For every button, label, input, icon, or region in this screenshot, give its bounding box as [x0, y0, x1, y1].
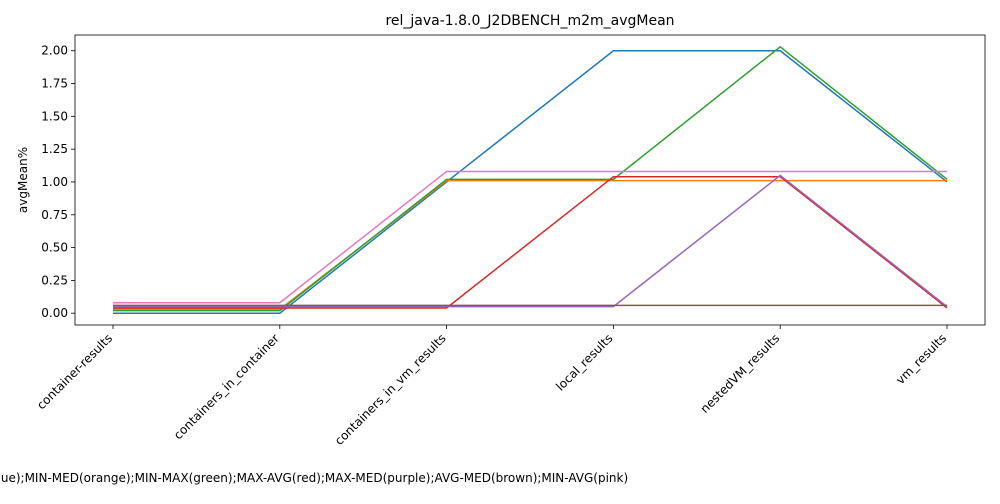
y-tick-label: 0.75 — [41, 208, 68, 222]
y-tick-label: 1.50 — [41, 109, 68, 123]
series-line-2 — [113, 45, 948, 312]
x-axis-label: MAX-MIN(blue);MIN-MED(orange);MIN-MAX(gr… — [0, 471, 628, 485]
y-tick-label: 1.75 — [41, 77, 68, 91]
series-line-1 — [113, 179, 947, 311]
y-tick-label: 1.00 — [41, 175, 68, 189]
y-tick-label: 0.25 — [41, 273, 68, 287]
y-axis-label: avgMean% — [16, 147, 30, 213]
y-axis: 0.00 0.25 0.50 0.75 1.00 1.25 1.50 1.75 2.00 — [41, 44, 75, 320]
y-tick-label: 1.25 — [41, 142, 68, 156]
y-tick-label: 0.50 — [41, 241, 68, 255]
series-line-0 — [113, 49, 948, 314]
series-line-3 — [113, 175, 948, 309]
series-line-4 — [113, 174, 948, 308]
series-layer — [113, 45, 948, 314]
y-tick-label: 2.00 — [41, 44, 68, 58]
series-line-6 — [113, 170, 947, 304]
chart-title: rel_java-1.8.0_J2DBENCH_m2m_avgMean — [385, 13, 674, 29]
plot-frame — [74, 34, 986, 326]
y-tick-label: 0.00 — [41, 306, 68, 320]
